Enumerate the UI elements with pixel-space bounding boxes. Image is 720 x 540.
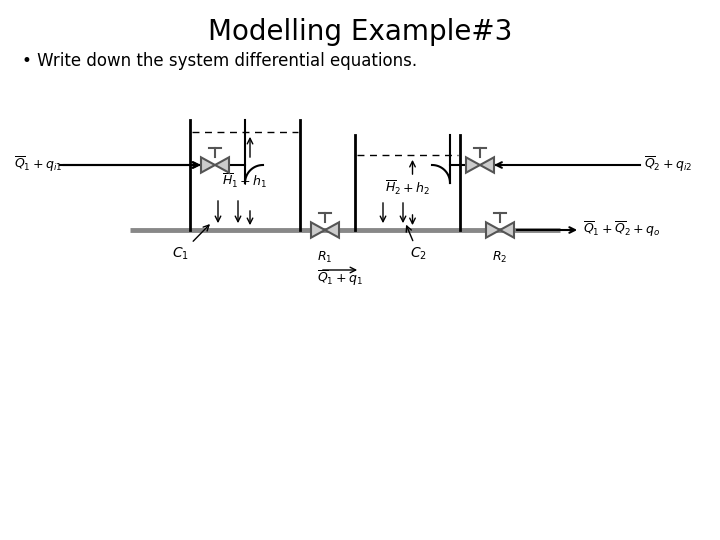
Text: $\overline{Q}_1 + q_{i1}$: $\overline{Q}_1 + q_{i1}$ [14, 154, 63, 173]
Polygon shape [311, 222, 325, 238]
Text: $\overline{Q}_1 + \overline{Q}_2 + q_o$: $\overline{Q}_1 + \overline{Q}_2 + q_o$ [583, 219, 660, 239]
Polygon shape [201, 157, 215, 173]
Polygon shape [500, 222, 514, 238]
Polygon shape [215, 157, 229, 173]
Text: $\overline{Q}_2 + q_{i2}$: $\overline{Q}_2 + q_{i2}$ [644, 154, 692, 173]
Polygon shape [466, 157, 480, 173]
Text: $\overline{H}_1 + h_1$: $\overline{H}_1 + h_1$ [222, 172, 268, 190]
Text: $\overline{Q}_1 + q_1$: $\overline{Q}_1 + q_1$ [317, 269, 363, 288]
Text: $C_2$: $C_2$ [406, 226, 427, 262]
Text: $R_1$: $R_1$ [318, 250, 333, 265]
Polygon shape [480, 157, 494, 173]
Polygon shape [325, 222, 339, 238]
Text: Modelling Example#3: Modelling Example#3 [208, 18, 512, 46]
Text: $R_2$: $R_2$ [492, 250, 508, 265]
Text: • Write down the system differential equations.: • Write down the system differential equ… [22, 52, 417, 70]
Text: $\overline{H}_2 + h_2$: $\overline{H}_2 + h_2$ [385, 178, 430, 197]
Polygon shape [486, 222, 500, 238]
Text: $C_1$: $C_1$ [172, 225, 209, 262]
